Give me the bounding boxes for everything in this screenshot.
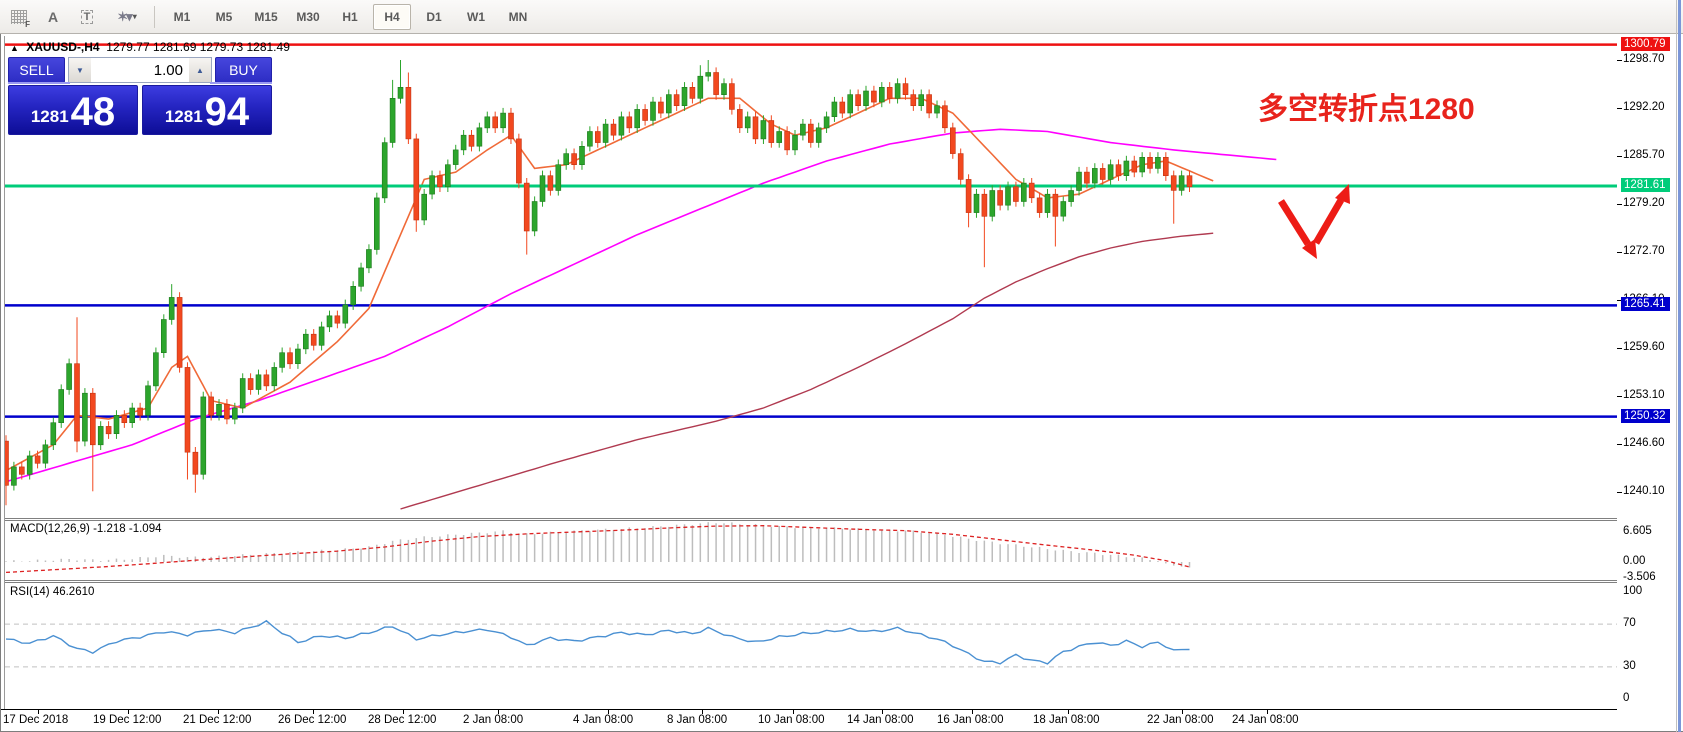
time-axis-label: 19 Dec 12:00 bbox=[93, 714, 162, 726]
annotation-text[interactable]: 多空转折点1280 bbox=[1258, 93, 1475, 126]
buy-price-big: 94 bbox=[204, 90, 250, 134]
price-badge-pivot-line: 1281.61 bbox=[1621, 177, 1670, 192]
volume-input[interactable] bbox=[91, 58, 189, 82]
price-axis-label: 1272.70 bbox=[1623, 244, 1665, 257]
price-axis-label: 1259.60 bbox=[1623, 341, 1665, 354]
rsi-axis-label: 30 bbox=[1623, 659, 1636, 672]
time-axis-label: 22 Jan 08:00 bbox=[1147, 714, 1214, 726]
price-axis[interactable]: 1298.701292.201285.701279.201272.701266.… bbox=[1617, 34, 1683, 709]
timeframe-button-H1[interactable]: H1 bbox=[342, 9, 358, 24]
rsi-axis-label: 100 bbox=[1623, 585, 1643, 597]
volume-stepper: ▼ ▲ bbox=[68, 57, 212, 83]
time-axis-label: 4 Jan 08:00 bbox=[573, 714, 634, 726]
timeframe-button-M15[interactable]: M15 bbox=[254, 9, 278, 24]
price-axis-label: 1246.60 bbox=[1623, 437, 1665, 450]
macd-axis-label: 6.605 bbox=[1623, 525, 1652, 537]
sell-quote[interactable]: 1281 48 bbox=[8, 85, 138, 135]
price-axis-label: 1298.70 bbox=[1623, 53, 1665, 65]
price-axis-label: 1285.70 bbox=[1623, 148, 1665, 161]
macd-header: MACD(12,26,9) -1.218 -1.094 bbox=[10, 523, 162, 535]
chevron-down-icon: ▾ bbox=[132, 12, 137, 21]
timeframe-bar: M1 M5 M15 M30 H1 H4 D1 W1 MN bbox=[163, 3, 537, 30]
macd-panel[interactable] bbox=[5, 521, 1617, 580]
window-right-border bbox=[1676, 0, 1677, 732]
timeframe-button-M1[interactable]: M1 bbox=[173, 9, 191, 24]
time-axis-label: 10 Jan 08:00 bbox=[758, 714, 825, 726]
toolbar: F A T ✶▾ ▾ M1 M5 M15 M30 H1 H4 D1 W1 MN bbox=[0, 0, 1683, 34]
shapes-icon[interactable]: ✶▾ ▾ bbox=[117, 8, 137, 24]
toolbar-separator bbox=[154, 5, 155, 28]
sell-price-small: 1281 bbox=[30, 107, 69, 126]
time-axis-label: 17 Dec 2018 bbox=[3, 714, 69, 726]
volume-decrease-button[interactable]: ▼ bbox=[69, 58, 91, 82]
indicator-grid-icon[interactable]: F bbox=[6, 5, 32, 29]
sell-button[interactable]: SELL bbox=[8, 57, 65, 83]
symbol-header: ▲ XAUUSD-,H4 1279.77 1281.69 1279.73 128… bbox=[10, 40, 290, 54]
timeframe-button-M30[interactable]: M30 bbox=[296, 9, 320, 24]
time-axis-label: 8 Jan 08:00 bbox=[667, 714, 728, 726]
price-axis-label: 1240.10 bbox=[1623, 484, 1665, 497]
timeframe-button-M5[interactable]: M5 bbox=[215, 9, 233, 24]
price-axis-label: 1279.20 bbox=[1623, 196, 1665, 209]
trend-arrow[interactable] bbox=[1278, 184, 1350, 259]
buy-button[interactable]: BUY bbox=[215, 57, 272, 83]
collapse-triangle-icon[interactable]: ▲ bbox=[10, 43, 19, 53]
symbol-name: XAUUSD-,H4 bbox=[26, 40, 100, 54]
time-axis-label: 2 Jan 08:00 bbox=[463, 714, 524, 726]
text-label-icon[interactable]: A bbox=[47, 8, 59, 25]
ohlc-close: 1281.49 bbox=[246, 40, 290, 54]
text-box-icon[interactable]: T bbox=[74, 5, 100, 29]
time-axis[interactable]: 17 Dec 2018 19 Dec 12:00 21 Dec 12:00 26 De… bbox=[0, 709, 1617, 732]
rsi-axis-label: 70 bbox=[1623, 617, 1636, 630]
price-badge-resistance-line: 1300.79 bbox=[1621, 36, 1670, 51]
time-axis-label: 16 Jan 08:00 bbox=[937, 714, 1004, 726]
ohlc-high: 1281.69 bbox=[153, 40, 197, 54]
price-badge-support-line-1: 1265.41 bbox=[1621, 297, 1670, 312]
macd-axis-label: -3.506 bbox=[1623, 570, 1656, 583]
rsi-header: RSI(14) 46.2610 bbox=[10, 586, 95, 598]
timeframe-button-H4[interactable]: H4 bbox=[373, 3, 411, 30]
time-axis-label: 24 Jan 08:00 bbox=[1232, 714, 1299, 726]
time-axis-label: 28 Dec 12:00 bbox=[368, 714, 437, 726]
timeframe-button-D1[interactable]: D1 bbox=[426, 9, 442, 24]
main-chart[interactable] bbox=[5, 37, 1617, 518]
time-axis-label: 18 Jan 08:00 bbox=[1033, 714, 1100, 726]
window-scroll-strip[interactable] bbox=[1678, 0, 1681, 732]
time-axis-label: 14 Jan 08:00 bbox=[847, 714, 914, 726]
rsi-axis-label: 0 bbox=[1623, 692, 1630, 704]
ohlc-low: 1279.73 bbox=[199, 40, 244, 54]
price-axis-label: 1253.10 bbox=[1623, 389, 1665, 402]
macd-axis-label: 0.00 bbox=[1623, 555, 1646, 567]
rsi-panel[interactable] bbox=[5, 583, 1617, 709]
timeframe-button-MN[interactable]: MN bbox=[508, 9, 528, 24]
buy-quote[interactable]: 1281 94 bbox=[142, 85, 272, 135]
buy-price-small: 1281 bbox=[164, 107, 203, 126]
volume-increase-button[interactable]: ▲ bbox=[189, 58, 211, 82]
ohlc-open: 1279.77 bbox=[106, 40, 150, 54]
time-axis-label: 21 Dec 12:00 bbox=[183, 714, 252, 726]
one-click-trading-panel: SELL ▼ ▲ BUY 1281 48 1281 94 bbox=[8, 57, 272, 135]
price-axis-label: 1292.20 bbox=[1623, 100, 1665, 113]
price-badge-support-line-2: 1250.32 bbox=[1621, 408, 1670, 423]
sell-price-big: 48 bbox=[70, 90, 116, 134]
time-axis-label: 26 Dec 12:00 bbox=[278, 714, 347, 726]
timeframe-button-W1[interactable]: W1 bbox=[467, 9, 485, 24]
